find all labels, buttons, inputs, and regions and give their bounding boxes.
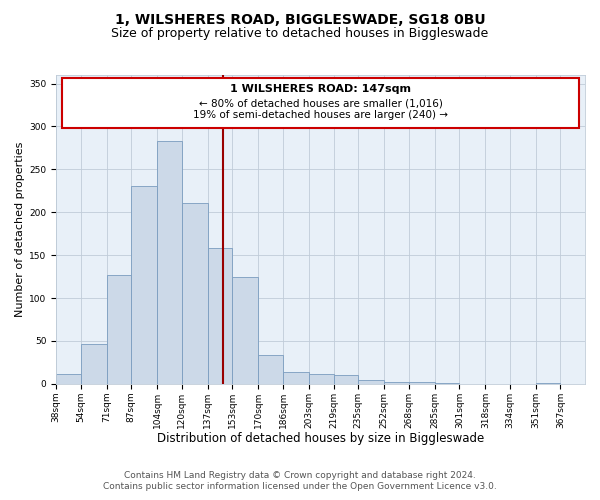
Bar [157, 141, 182, 384]
Bar [283, 372, 309, 384]
Bar [358, 380, 384, 384]
Text: Contains public sector information licensed under the Open Government Licence v3: Contains public sector information licen… [103, 482, 497, 491]
Bar [309, 374, 334, 384]
Bar [259, 354, 283, 384]
Bar [56, 374, 80, 384]
Text: Size of property relative to detached houses in Biggleswade: Size of property relative to detached ho… [112, 28, 488, 40]
Y-axis label: Number of detached properties: Number of detached properties [15, 142, 25, 317]
Bar [435, 383, 459, 384]
Text: 1, WILSHERES ROAD, BIGGLESWADE, SG18 0BU: 1, WILSHERES ROAD, BIGGLESWADE, SG18 0BU [115, 12, 485, 26]
Bar [384, 382, 409, 384]
X-axis label: Distribution of detached houses by size in Biggleswade: Distribution of detached houses by size … [157, 432, 484, 445]
Bar [107, 275, 131, 384]
Text: Contains HM Land Registry data © Crown copyright and database right 2024.: Contains HM Land Registry data © Crown c… [124, 471, 476, 480]
Bar [208, 248, 232, 384]
Text: 19% of semi-detached houses are larger (240) →: 19% of semi-detached houses are larger (… [193, 110, 448, 120]
Bar [334, 375, 358, 384]
Bar [536, 383, 560, 384]
Bar [232, 276, 259, 384]
Bar [80, 344, 107, 384]
Bar [409, 382, 435, 384]
Text: ← 80% of detached houses are smaller (1,016): ← 80% of detached houses are smaller (1,… [199, 98, 443, 108]
Bar [131, 186, 157, 384]
Bar [182, 203, 208, 384]
Text: 1 WILSHERES ROAD: 147sqm: 1 WILSHERES ROAD: 147sqm [230, 84, 411, 94]
